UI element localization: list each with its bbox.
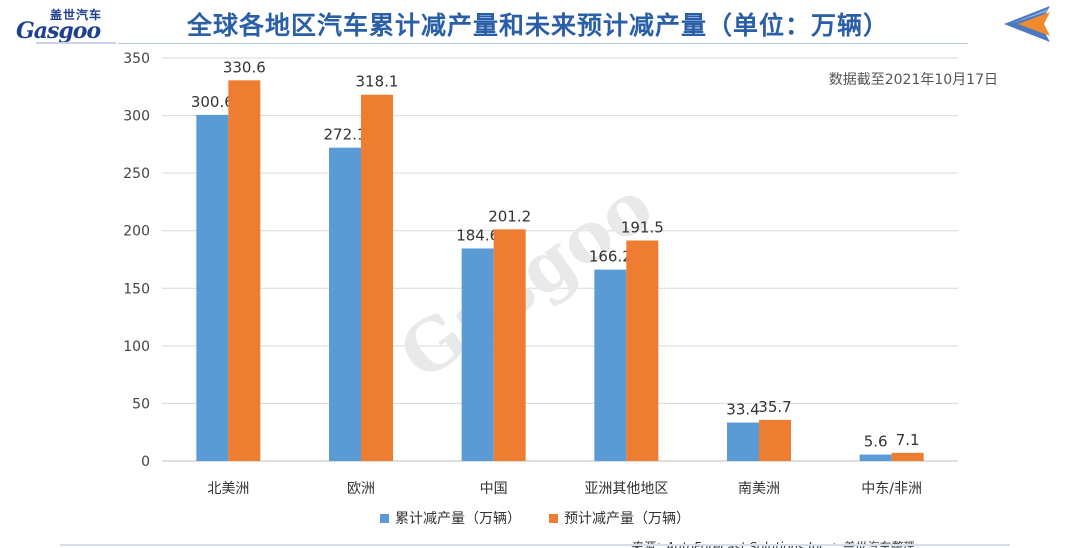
bar [594, 269, 627, 461]
x-tick-label: 南美洲 [738, 481, 780, 497]
data-label: 318.1 [356, 73, 399, 91]
y-tick-label: 300 [123, 109, 150, 125]
data-label: 272.1 [324, 126, 367, 144]
data-label: 33.4 [726, 401, 759, 419]
chart-legend: 累计减产量（万辆） 预计减产量（万辆） [380, 508, 690, 528]
legend-item-series-2: 预计减产量（万辆） [549, 508, 690, 528]
data-label: 184.6 [456, 226, 499, 244]
bar [759, 419, 791, 461]
y-tick-label: 200 [123, 224, 150, 240]
bar [329, 147, 361, 461]
bar [891, 452, 924, 461]
x-tick-label: 中国 [480, 481, 508, 497]
data-label: 7.1 [896, 431, 920, 449]
bar [626, 240, 659, 461]
legend-label-series-2: 预计减产量（万辆） [564, 511, 690, 527]
x-tick-label: 北美洲 [207, 481, 249, 497]
bar [727, 422, 759, 461]
title-divider [118, 43, 968, 44]
legend-swatch-series-1 [380, 513, 389, 523]
data-label: 201.2 [488, 207, 531, 225]
y-tick-label: 250 [123, 166, 150, 182]
logo-chinese-text: 盖世汽车 [50, 8, 103, 22]
y-tick-label: 350 [123, 51, 150, 67]
y-tick-label: 150 [123, 281, 150, 297]
source-note: 来源：AutoForecast Solutions Inc.；盖世汽车整理 [630, 538, 914, 548]
x-tick-label: 欧洲 [347, 481, 375, 497]
logo-english-text: Gasgoo [16, 18, 101, 44]
back-arrow-icon[interactable] [1000, 4, 1056, 44]
x-tick-label: 中东/非洲 [861, 481, 922, 497]
data-label: 330.6 [223, 58, 266, 76]
data-label: 191.5 [621, 219, 664, 237]
data-label: 166.2 [589, 248, 632, 266]
data-label: 35.7 [758, 398, 791, 416]
gasgoo-logo: 盖世汽车 Gasgoo [14, 6, 116, 44]
bar [228, 80, 261, 462]
bar [361, 94, 393, 462]
chart-title: 全球各地区汽车累计减产量和未来预计减产量（单位：万辆） [186, 11, 889, 40]
bar [196, 114, 229, 462]
data-label: 5.6 [864, 433, 888, 451]
legend-item-series-1: 累计减产量（万辆） [380, 508, 521, 528]
data-label: 300.6 [191, 93, 234, 111]
legend-swatch-series-2 [549, 513, 558, 523]
date-annotation: 数据截至2021年10月17日 [829, 72, 998, 88]
y-tick-label: 0 [141, 454, 150, 470]
logo-underline [36, 42, 116, 44]
bar [461, 248, 494, 461]
bar [493, 229, 526, 461]
legend-label-series-1: 累计减产量（万辆） [395, 511, 521, 527]
y-tick-label: 100 [123, 339, 150, 355]
y-tick-label: 50 [132, 396, 150, 412]
x-tick-label: 亚洲其他地区 [584, 481, 668, 497]
bar [859, 454, 892, 461]
footer-divider [60, 544, 1010, 546]
